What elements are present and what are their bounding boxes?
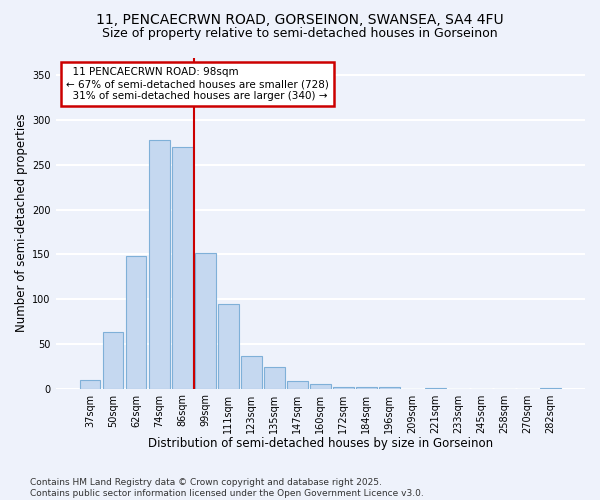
Text: 11, PENCAECRWN ROAD, GORSEINON, SWANSEA, SA4 4FU: 11, PENCAECRWN ROAD, GORSEINON, SWANSEA,… (96, 12, 504, 26)
Bar (264, 367, 284, 388)
Bar (356, 387, 377, 388)
Bar (103, 332, 124, 388)
Bar (333, 387, 354, 388)
Bar (379, 387, 400, 388)
Bar (172, 147, 193, 388)
Bar (126, 256, 146, 388)
Bar (195, 252, 215, 388)
X-axis label: Distribution of semi-detached houses by size in Gorseinon: Distribution of semi-detached houses by … (148, 437, 493, 450)
Text: 11 PENCAECRWN ROAD: 98sqm
← 67% of semi-detached houses are smaller (728)
  31% : 11 PENCAECRWN ROAD: 98sqm ← 67% of semi-… (66, 68, 329, 100)
Text: Size of property relative to semi-detached houses in Gorseinon: Size of property relative to semi-detach… (102, 28, 498, 40)
Bar (149, 140, 170, 388)
Bar (310, 384, 331, 388)
Bar (80, 380, 100, 388)
Bar (218, 304, 239, 388)
Y-axis label: Number of semi-detached properties: Number of semi-detached properties (15, 114, 28, 332)
Bar (241, 356, 262, 388)
Text: Contains HM Land Registry data © Crown copyright and database right 2025.
Contai: Contains HM Land Registry data © Crown c… (30, 478, 424, 498)
Bar (287, 382, 308, 388)
